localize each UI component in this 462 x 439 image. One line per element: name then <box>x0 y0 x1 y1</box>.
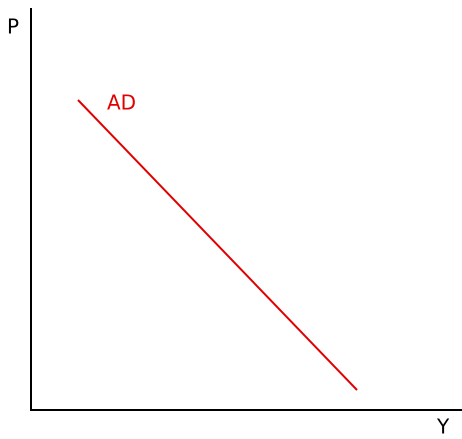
y-axis-label: P <box>7 15 19 39</box>
curve-label: AD <box>107 91 136 115</box>
ad-curve <box>77 99 358 391</box>
x-axis-label: Y <box>436 415 450 439</box>
